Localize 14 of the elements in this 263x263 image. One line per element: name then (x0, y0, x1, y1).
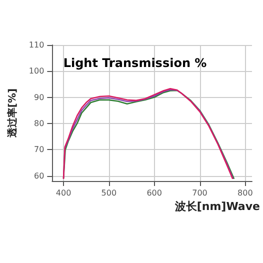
y-tick-label: 70 (34, 145, 44, 154)
y-tick-label: 110 (28, 40, 44, 50)
x-tick-label: 500 (101, 188, 117, 198)
y-tick-label: 90 (34, 92, 44, 102)
text: Light Transmission % (63, 56, 207, 70)
y-tick-label: 80 (34, 118, 44, 128)
x-tick-label: 800 (238, 188, 253, 198)
x-axis-title: 波长[nm]Wave (174, 200, 260, 213)
x-tick-label: 700 (192, 188, 208, 198)
y-axis-title: 透过率[%] (6, 88, 18, 139)
y-tick-label: 100 (28, 66, 44, 76)
x-tick-label: 400 (56, 188, 72, 198)
y-tick-label: 60 (34, 171, 44, 180)
x-tick-label: 600 (146, 188, 162, 198)
